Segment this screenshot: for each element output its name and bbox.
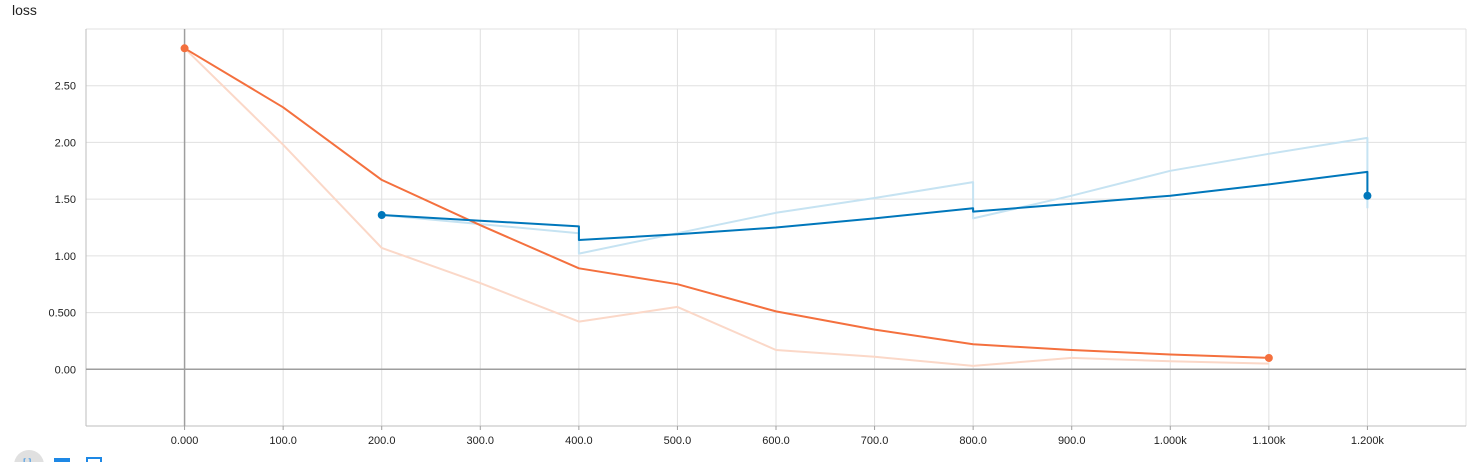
y-tick-label: 2.00 xyxy=(55,137,76,149)
tick-label-layer: 0.000 100.0 200.0 300.0 400.0 500.0 600.0 700.0… xyxy=(48,81,1384,447)
x-tick-label: 200.0 xyxy=(368,435,396,447)
x-tick-label: 900.0 xyxy=(1058,435,1086,447)
x-tick-label: 700.0 xyxy=(861,435,889,447)
axis-layer xyxy=(85,29,1466,430)
toggle-log-scale-button[interactable] xyxy=(54,458,70,462)
smoothed-series-line xyxy=(381,170,1369,241)
y-tick-label: 2.50 xyxy=(55,81,76,93)
x-tick-label: 1.200k xyxy=(1351,435,1385,447)
point-layer xyxy=(180,44,1372,362)
y-tick-label: 1.50 xyxy=(55,194,76,206)
expand-button[interactable]: [ ] xyxy=(14,450,44,462)
series-end-dot xyxy=(1264,353,1273,362)
y-tick-label: 0.500 xyxy=(48,308,76,320)
fit-domain-button[interactable] xyxy=(86,457,102,462)
series-start-dot xyxy=(180,44,189,53)
x-tick-label: 1.000k xyxy=(1154,435,1188,447)
smoothed-series-layer xyxy=(184,47,1369,359)
x-tick-label: 600.0 xyxy=(762,435,790,447)
x-tick-label: 800.0 xyxy=(959,435,987,447)
expand-icon: [ ] xyxy=(23,459,31,462)
x-tick-label: 400.0 xyxy=(565,435,593,447)
x-tick-label: 300.0 xyxy=(467,435,495,447)
chart-title: loss xyxy=(12,2,37,18)
y-tick-label: 1.00 xyxy=(55,251,76,263)
series-start-dot xyxy=(377,211,386,220)
smoothed-series-line xyxy=(184,47,1269,359)
chart-footer-controls: [ ] xyxy=(14,450,124,462)
x-tick-label: 0.000 xyxy=(171,435,199,447)
series-end-dot xyxy=(1363,191,1372,200)
raw-series-line xyxy=(183,47,1269,367)
y-tick-label: 0.00 xyxy=(55,364,76,376)
x-tick-label: 500.0 xyxy=(664,435,692,447)
x-tick-label: 100.0 xyxy=(269,435,297,447)
x-tick-label: 1.100k xyxy=(1252,435,1286,447)
